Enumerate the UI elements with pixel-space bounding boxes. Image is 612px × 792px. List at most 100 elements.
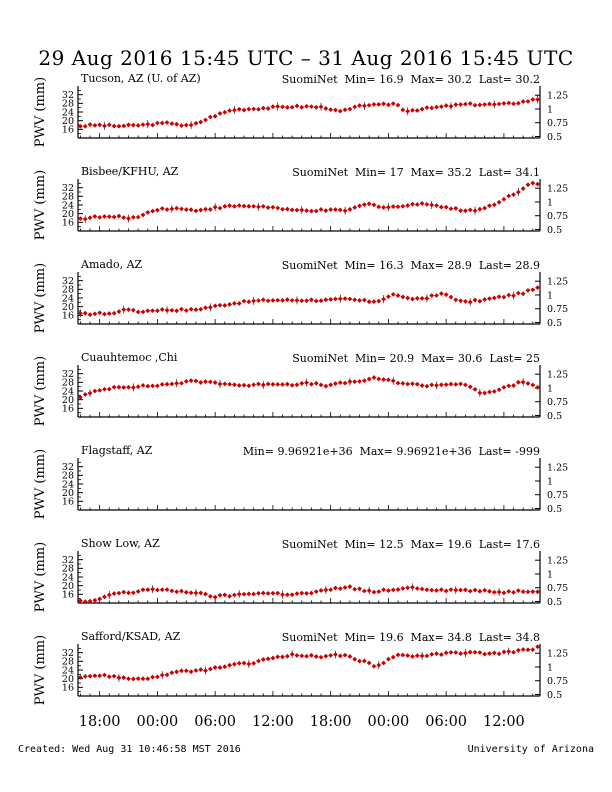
data-point — [203, 117, 208, 123]
data-point — [126, 676, 131, 682]
data-point — [207, 207, 213, 212]
data-point — [429, 293, 435, 298]
data-point — [410, 381, 415, 387]
data-point — [270, 297, 276, 303]
stat-fragment: Last= — [479, 538, 512, 551]
data-point — [381, 101, 386, 107]
data-point — [477, 102, 483, 108]
stat-fragment: 16.9 — [379, 73, 404, 86]
y-tick-label: 16 — [62, 683, 74, 694]
data-point — [169, 206, 175, 212]
data-point — [313, 589, 319, 595]
data-point — [121, 215, 127, 221]
data-point — [434, 588, 439, 593]
data-point — [419, 201, 425, 206]
data-point — [212, 303, 218, 309]
data-point — [92, 597, 98, 603]
data-point — [193, 668, 199, 673]
y-axis-label: PWV (mm) — [33, 170, 48, 240]
data-point — [323, 653, 329, 659]
data-point — [260, 590, 266, 596]
data-point — [309, 208, 314, 214]
data-point — [386, 294, 391, 300]
data-point — [458, 208, 463, 214]
stat-fragment — [348, 352, 355, 365]
stat-fragment: Max= — [411, 631, 444, 644]
data-point — [434, 382, 439, 388]
stat-fragment: Min= — [345, 631, 376, 644]
data-point — [381, 587, 386, 593]
data-point — [280, 382, 285, 387]
data-point — [256, 204, 261, 210]
stat-fragment: 34.1 — [516, 166, 541, 179]
data-point — [506, 588, 512, 594]
stat-fragment: Min= — [243, 445, 274, 458]
data-point — [429, 105, 435, 111]
data-point — [116, 384, 122, 390]
data-point — [390, 654, 396, 660]
data-point — [106, 592, 112, 598]
stat-fragment: 9.96921e+36 — [277, 445, 352, 458]
right-tick-label: 0.75 — [547, 211, 568, 222]
data-point — [472, 649, 478, 655]
data-point — [126, 590, 131, 596]
data-point — [318, 654, 324, 660]
data-point — [419, 106, 425, 112]
data-point — [477, 650, 483, 655]
data-point — [232, 300, 237, 306]
data-point — [366, 102, 372, 108]
data-point — [102, 214, 107, 219]
data-point — [491, 650, 497, 656]
data-point — [260, 297, 266, 303]
stat-fragment: Max= — [411, 73, 444, 86]
data-point — [188, 378, 194, 384]
data-point — [121, 589, 127, 595]
data-point — [395, 102, 401, 108]
data-point — [482, 297, 488, 302]
data-point — [140, 382, 146, 388]
data-point — [453, 297, 459, 303]
data-point — [328, 587, 334, 593]
y-tick-label: 16 — [62, 218, 74, 229]
data-series — [78, 95, 540, 130]
data-point — [87, 312, 93, 318]
data-point — [294, 382, 300, 388]
data-point — [174, 589, 180, 595]
data-point — [438, 291, 444, 296]
data-point — [265, 381, 271, 387]
data-point — [241, 107, 247, 113]
data-point — [155, 587, 160, 593]
data-point — [92, 311, 98, 317]
data-point — [236, 203, 242, 208]
data-point — [414, 381, 420, 387]
data-point — [135, 214, 141, 220]
station-name: Bisbee/KFHU, AZ — [81, 165, 179, 178]
data-point — [361, 103, 367, 109]
data-point — [284, 104, 290, 110]
stat-fragment — [472, 445, 479, 458]
data-point — [126, 122, 131, 128]
data-point — [400, 380, 406, 386]
data-point — [207, 593, 213, 599]
data-point — [506, 100, 512, 106]
data-point — [525, 381, 531, 386]
stat-fragment: 12.5 — [379, 538, 404, 551]
data-point — [424, 587, 430, 593]
data-point — [309, 297, 314, 303]
data-point — [183, 668, 189, 674]
data-point — [179, 588, 184, 594]
stat-fragment: Last= — [489, 352, 522, 365]
stat-fragment: SuomiNet — [282, 538, 338, 551]
stat-fragment: 34.8 — [516, 631, 541, 644]
right-tick-label: 1 — [547, 290, 553, 301]
data-point — [246, 591, 252, 597]
data-point — [400, 652, 406, 658]
data-point — [145, 676, 151, 682]
y-tick-label: 20 — [62, 116, 74, 127]
data-point — [130, 590, 136, 596]
data-point — [212, 380, 218, 385]
x-tick-label: 06:00 — [194, 714, 236, 730]
data-point — [304, 208, 309, 213]
data-point — [121, 675, 127, 681]
data-point — [410, 296, 415, 302]
